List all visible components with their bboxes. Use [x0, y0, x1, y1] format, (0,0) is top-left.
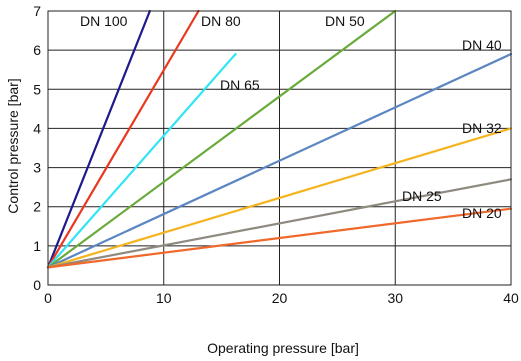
y-tick-label: 0 — [33, 277, 41, 293]
series-label-dn100: DN 100 — [80, 13, 128, 29]
series-line-dn40 — [46, 52, 513, 269]
x-tick-label: 20 — [272, 290, 288, 306]
series-label-dn80: DN 80 — [201, 13, 241, 29]
tick-labels: 0 10 20 30 40 0 1 2 3 4 5 6 7 — [33, 3, 519, 306]
y-tick-label: 7 — [33, 3, 41, 19]
series-labels: DN 100 DN 80 DN 65 DN 50 DN 40 DN 32 DN 25 DN 2… — [80, 13, 502, 221]
grid-lines — [48, 11, 511, 285]
y-tick-label: 6 — [33, 42, 41, 58]
series-label-dn25: DN 25 — [402, 188, 442, 204]
plot-border — [47, 10, 512, 286]
x-tick-label: 0 — [44, 290, 52, 306]
series-line-dn20 — [46, 207, 513, 269]
series-line-dn50 — [46, 9, 397, 269]
y-tick-label: 2 — [33, 199, 41, 215]
series-label-dn20: DN 20 — [462, 205, 502, 221]
x-tick-label: 40 — [503, 290, 519, 306]
series-line-dn80 — [46, 9, 200, 269]
x-axis-title: Operating pressure [bar] — [207, 340, 359, 356]
x-tick-label: 10 — [156, 290, 172, 306]
x-tick-label: 30 — [387, 290, 403, 306]
series-line-dn25 — [46, 178, 513, 269]
series-line-dn100 — [46, 9, 151, 269]
y-axis-title: Control pressure [bar] — [5, 78, 21, 213]
series-lines — [46, 9, 513, 269]
plot-frame — [47, 10, 512, 286]
y-tick-label: 4 — [33, 120, 41, 136]
y-tick-label: 1 — [33, 238, 41, 254]
y-tick-label: 5 — [33, 81, 41, 97]
series-line-dn32 — [46, 127, 513, 269]
series-label-dn65: DN 65 — [220, 77, 260, 93]
series-label-dn50: DN 50 — [325, 13, 365, 29]
series-label-dn32: DN 32 — [462, 120, 502, 136]
series-line-dn65 — [46, 52, 237, 269]
series-label-dn40: DN 40 — [462, 37, 502, 53]
y-tick-label: 3 — [33, 160, 41, 176]
